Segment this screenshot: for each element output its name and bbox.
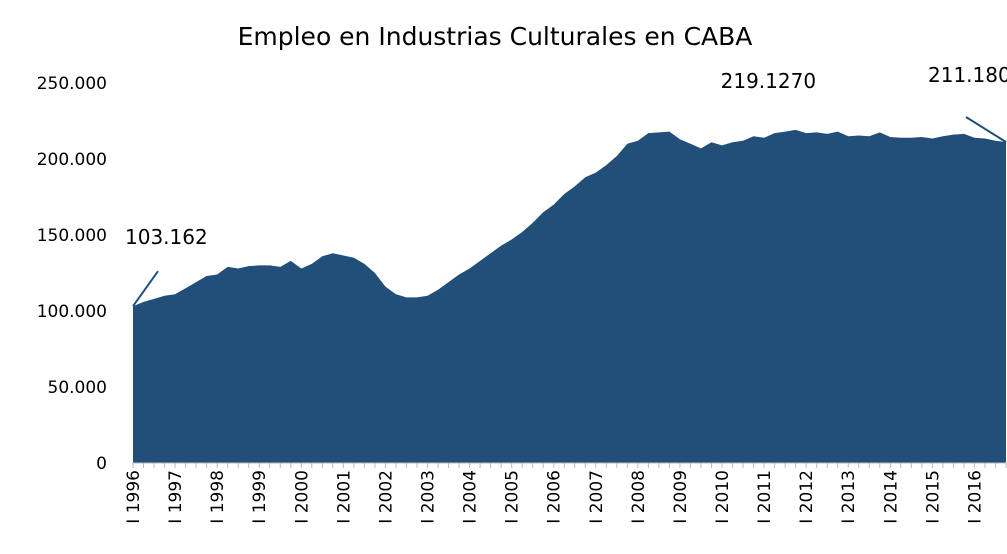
y-tick-label: 50.000 [48, 378, 107, 398]
y-tick-label: 150.000 [37, 226, 107, 246]
x-tick-label: I 2005 [503, 470, 523, 524]
data-label: 219.1270 [721, 69, 816, 93]
x-tick-label: I 2016 [965, 470, 985, 524]
y-tick-label: 100.000 [37, 302, 107, 322]
x-tick-label: I 2015 [923, 470, 943, 524]
x-tick-label: I 2010 [713, 470, 733, 524]
x-tick-label: I 2011 [755, 470, 775, 524]
x-tick-label: I 2004 [461, 470, 481, 524]
x-tick-label: I 1999 [250, 470, 270, 524]
y-tick-label: 250.000 [37, 74, 107, 94]
x-tick-label: I 2014 [881, 470, 901, 524]
x-tick-label: I 2009 [671, 470, 691, 524]
leader-line [132, 270, 159, 307]
x-tick-label: I 2006 [545, 470, 565, 524]
x-tick-label: I 2003 [419, 470, 439, 524]
x-tick-label: I 1996 [124, 470, 144, 524]
x-tick-label: I 2000 [292, 470, 312, 524]
data-label: 211.180 [928, 63, 1007, 87]
area [133, 129, 1006, 464]
leader-line [965, 116, 1007, 143]
x-tick-label: I 1997 [166, 470, 186, 524]
x-tick-label: I 2001 [334, 470, 354, 524]
x-tick-label: I 2008 [629, 470, 649, 524]
x-tick-label: I 2007 [587, 470, 607, 524]
y-tick-label: 0 [96, 454, 107, 474]
x-tick-label: I 2013 [839, 470, 859, 524]
x-tick-label: I 1998 [208, 470, 228, 524]
chart-title: Empleo en Industrias Culturales en CABA [238, 22, 753, 51]
data-label: 103.162 [125, 225, 208, 249]
x-tick-label: I 2002 [376, 470, 396, 524]
x-tick-label: I 2012 [797, 470, 817, 524]
y-tick-label: 200.000 [37, 150, 107, 170]
